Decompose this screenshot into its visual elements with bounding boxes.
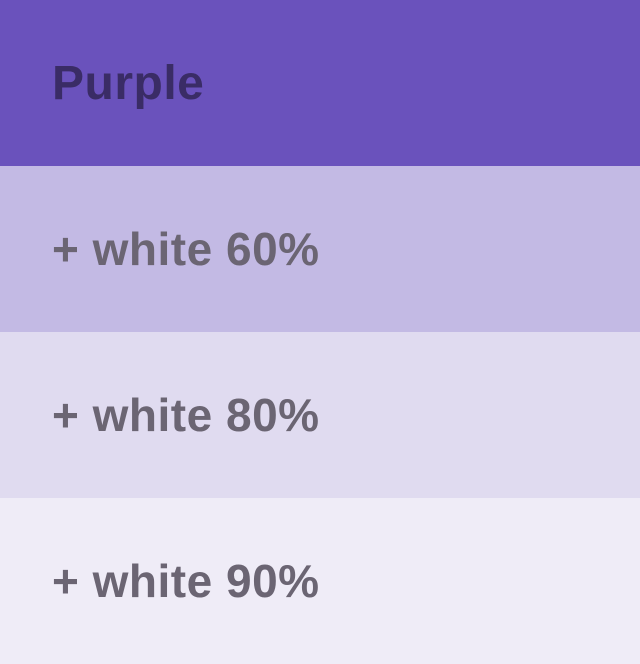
- swatch-row-white-90: + white 90%: [0, 498, 640, 664]
- swatch-row-white-60: + white 60%: [0, 166, 640, 332]
- swatch-label-white-60: + white 60%: [52, 223, 320, 275]
- swatch-label-white-90: + white 90%: [52, 555, 320, 607]
- swatch-label-white-80: + white 80%: [52, 389, 320, 441]
- swatch-row-white-80: + white 80%: [0, 332, 640, 498]
- swatch-row-base: Purple: [0, 0, 640, 166]
- palette-title: Purple: [52, 56, 205, 110]
